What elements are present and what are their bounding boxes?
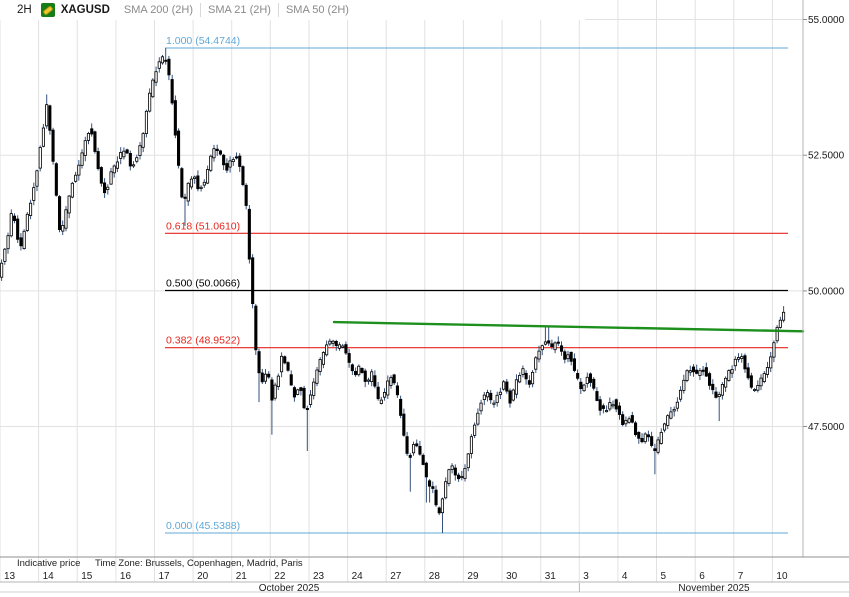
fib-label-0.500: 0.500 (50.0066) bbox=[166, 278, 240, 290]
date-tick-label: 6 bbox=[699, 571, 705, 582]
price-tick-label: 47.5000 bbox=[808, 422, 845, 433]
date-tick-label: 24 bbox=[352, 571, 364, 582]
date-tick-label: 28 bbox=[429, 571, 441, 582]
date-tick-label: 21 bbox=[236, 571, 248, 582]
timezone-label: Time Zone: Brussels, Copenhagen, Madrid,… bbox=[95, 558, 303, 569]
fibonacci-retracement[interactable]: 1.000 (54.4744) 0.618 (51.0610) 0.500 (50.… bbox=[165, 35, 788, 534]
date-tick-label: 16 bbox=[120, 571, 132, 582]
indicator-label-sma200[interactable]: SMA 200 (2H) bbox=[123, 4, 193, 16]
trendline-drawing[interactable] bbox=[332, 320, 805, 333]
price-tick-label: 52.5000 bbox=[808, 151, 845, 162]
fib-label-0.618: 0.618 (51.0610) bbox=[166, 220, 240, 232]
date-tick-label: 15 bbox=[81, 571, 93, 582]
date-tick-label: 20 bbox=[197, 571, 209, 582]
price-tick-label: 50.0000 bbox=[808, 286, 845, 297]
fib-label-0.382: 0.382 (48.9522) bbox=[166, 335, 240, 347]
date-tick-label: 31 bbox=[545, 571, 557, 582]
instrument-symbol[interactable]: XAGUSD bbox=[60, 4, 110, 16]
date-tick-label: 29 bbox=[467, 571, 479, 582]
date-tick-label: 7 bbox=[738, 571, 744, 582]
fib-label-1.000: 1.000 (54.4744) bbox=[166, 35, 240, 47]
date-tick-label: 23 bbox=[313, 571, 325, 582]
indicator-separator bbox=[277, 3, 279, 17]
date-tick-label: 10 bbox=[776, 571, 788, 582]
chart-header: 2H XAGUSD SMA 200 (2H) SMA 21 (2H) SMA 5… bbox=[0, 0, 585, 20]
date-tick-label: 27 bbox=[390, 571, 402, 582]
date-tick-label: 14 bbox=[43, 571, 55, 582]
date-tick-label: 22 bbox=[274, 571, 286, 582]
timeframe-selector[interactable]: 2H bbox=[17, 4, 32, 16]
month-label-october: October 2025 bbox=[258, 583, 320, 594]
time-axis[interactable]: 13 14 15 16 17 20 21 22 23 24 27 28 29 30 31 3 4 5 6 7 10 bbox=[4, 571, 788, 582]
chart-footer: Indicative price Time Zone: Brussels, Co… bbox=[0, 558, 849, 569]
indicative-price-label: Indicative price bbox=[17, 558, 81, 569]
candles-layer[interactable] bbox=[0, 48, 786, 533]
date-tick-label: 5 bbox=[661, 571, 667, 582]
date-tick-label: 17 bbox=[159, 571, 171, 582]
indicator-label-sma50[interactable]: SMA 50 (2H) bbox=[285, 4, 349, 16]
fib-label-0.000: 0.000 (45.5388) bbox=[166, 520, 240, 532]
date-tick-label: 4 bbox=[622, 571, 628, 582]
price-tick-label: 55.0000 bbox=[808, 15, 845, 26]
date-tick-label: 30 bbox=[506, 571, 518, 582]
date-tick-label: 3 bbox=[583, 571, 589, 582]
indicator-label-sma21[interactable]: SMA 21 (2H) bbox=[208, 4, 271, 16]
price-axis[interactable]: 55.0000 52.5000 50.0000 47.5000 bbox=[803, 15, 845, 433]
bullion-flag-icon bbox=[40, 3, 55, 17]
month-label-november: November 2025 bbox=[678, 583, 750, 594]
indicator-separator bbox=[200, 3, 201, 17]
date-tick-label: 13 bbox=[4, 571, 16, 582]
